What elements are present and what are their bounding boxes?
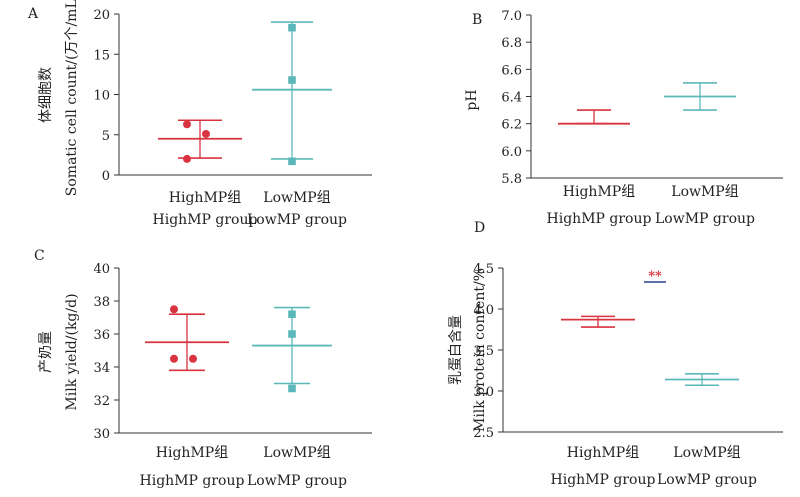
panel-b: B 5.8 6.0 6.2 6.4 6.6 6.8 7.0 pH HighMP组 HighMP gr…	[464, 9, 783, 227]
x-tick-label: HighMP组	[563, 184, 635, 200]
panel-label: A	[27, 6, 39, 22]
y-tick-label: 7.0	[501, 9, 522, 24]
data-point	[288, 23, 296, 32]
y-tick-label: 10	[93, 89, 110, 104]
x-tick-label: LowMP group	[655, 211, 755, 227]
x-tick-label: HighMP组	[156, 445, 228, 461]
y-tick-label: 6.6	[501, 63, 522, 78]
x-tick-label: LowMP组	[263, 190, 330, 206]
y-axis-label: Milk yield/(kg/d)	[64, 293, 80, 410]
y-tick-label: 4.0	[473, 303, 494, 318]
x-tick-label: HighMP group	[140, 473, 245, 489]
x-tick-label: LowMP group	[657, 472, 757, 488]
y-tick-label: 30	[93, 427, 110, 442]
y-axis-label: pH	[464, 89, 480, 110]
panel-d: D 2.5 3.0 3.5 4.0 4.5 乳蛋白含量 Milk protein conten…	[448, 220, 783, 488]
data-point	[189, 354, 197, 363]
data-point	[288, 330, 296, 338]
panel-c: C 30 32 34 36 38 40 产奶量 Milk yield/(kg/d) HighMP组…	[34, 248, 372, 489]
x-tick-label: LowMP组	[263, 445, 330, 461]
data-point	[170, 354, 178, 363]
significance-marker: **	[648, 269, 662, 284]
y-tick-label: 15	[93, 48, 110, 63]
y-axis-label: 体细胞数	[38, 67, 54, 123]
y-tick-label: 6.2	[501, 118, 522, 133]
x-tick-label: HighMP group	[153, 212, 258, 228]
y-tick-label: 4.5	[473, 262, 494, 277]
y-tick-label: 20	[93, 8, 110, 23]
y-tick-label: 34	[93, 361, 110, 376]
x-tick-label: HighMP group	[547, 211, 652, 227]
x-tick-label: HighMP组	[169, 190, 241, 206]
x-tick-label: LowMP组	[671, 184, 738, 200]
y-axis-label: 乳蛋白含量	[448, 315, 464, 385]
y-tick-label: 5.8	[501, 172, 522, 187]
y-tick-label: 32	[93, 394, 110, 409]
y-tick-label: 3.0	[473, 385, 494, 400]
y-tick-label: 5	[102, 129, 110, 144]
data-point	[183, 120, 191, 129]
x-tick-label: LowMP group	[247, 473, 347, 489]
y-tick-label: 0	[102, 169, 110, 184]
data-point	[288, 310, 296, 318]
y-axis-label: 产奶量	[38, 331, 54, 373]
y-axis-label: Somatic cell count/(万个/mL)	[64, 0, 80, 196]
y-axis-label: Milk protein content/%	[472, 268, 488, 432]
y-tick-label: 3.5	[473, 344, 494, 359]
y-tick-label: 6.8	[501, 36, 522, 51]
data-point	[183, 154, 191, 163]
x-tick-label: HighMP group	[551, 472, 656, 488]
data-point	[288, 76, 296, 84]
x-tick-label: LowMP组	[673, 445, 740, 461]
panel-a: A 0 5 10 15 20 体细胞数 Somatic cell count/(万个/mL) H…	[27, 0, 372, 228]
data-point	[202, 129, 210, 138]
y-tick-label: 2.5	[473, 426, 494, 441]
panel-label: B	[472, 12, 482, 28]
data-point	[288, 157, 296, 166]
y-tick-label: 40	[93, 262, 110, 277]
y-tick-label: 38	[93, 295, 110, 310]
panel-label: C	[34, 248, 45, 264]
data-point	[288, 384, 296, 393]
x-tick-label: LowMP group	[247, 212, 347, 228]
y-tick-label: 6.4	[501, 91, 522, 106]
y-tick-label: 36	[93, 328, 110, 343]
data-point	[170, 305, 178, 314]
x-tick-label: HighMP组	[567, 445, 639, 461]
panel-label: D	[474, 220, 485, 236]
y-tick-label: 6.0	[501, 145, 522, 160]
